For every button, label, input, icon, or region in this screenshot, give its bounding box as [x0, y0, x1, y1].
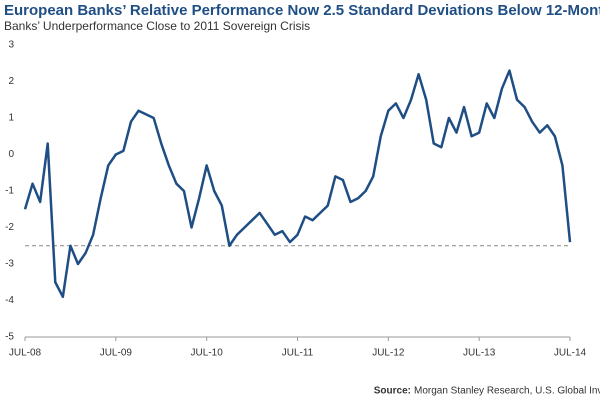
x-tick-label: JUL-08 — [9, 348, 42, 359]
y-tick-label: -2 — [5, 222, 14, 233]
y-tick-label: 1 — [8, 113, 14, 124]
source: Morgan Stanley Research, U.S. Global Inv… — [414, 386, 600, 397]
series-line — [23, 69, 572, 299]
x-tick-label: JUL-12 — [372, 348, 405, 359]
source-label: Source: — [374, 386, 411, 397]
chart-subtitle: Banks’ Underperformance Close to 2011 So… — [4, 19, 310, 33]
x-tick-label: JUL-10 — [191, 348, 224, 359]
y-tick-label: 0 — [8, 149, 14, 160]
x-tick-label: JUL-11 — [282, 348, 314, 359]
y-tick-label: -3 — [5, 259, 14, 270]
y-tick-label: -4 — [5, 295, 14, 306]
y-tick-label: -5 — [5, 332, 14, 343]
x-tick-label: JUL-14 — [554, 348, 587, 359]
chart-title: European Banks’ Relative Performance Now… — [4, 2, 600, 19]
y-tick-label: 2 — [8, 76, 14, 87]
x-tick-label: JUL-13 — [463, 348, 496, 359]
y-tick-label: -1 — [5, 186, 14, 197]
x-tick-label: JUL-09 — [100, 348, 133, 359]
y-tick-label: 3 — [8, 40, 14, 51]
